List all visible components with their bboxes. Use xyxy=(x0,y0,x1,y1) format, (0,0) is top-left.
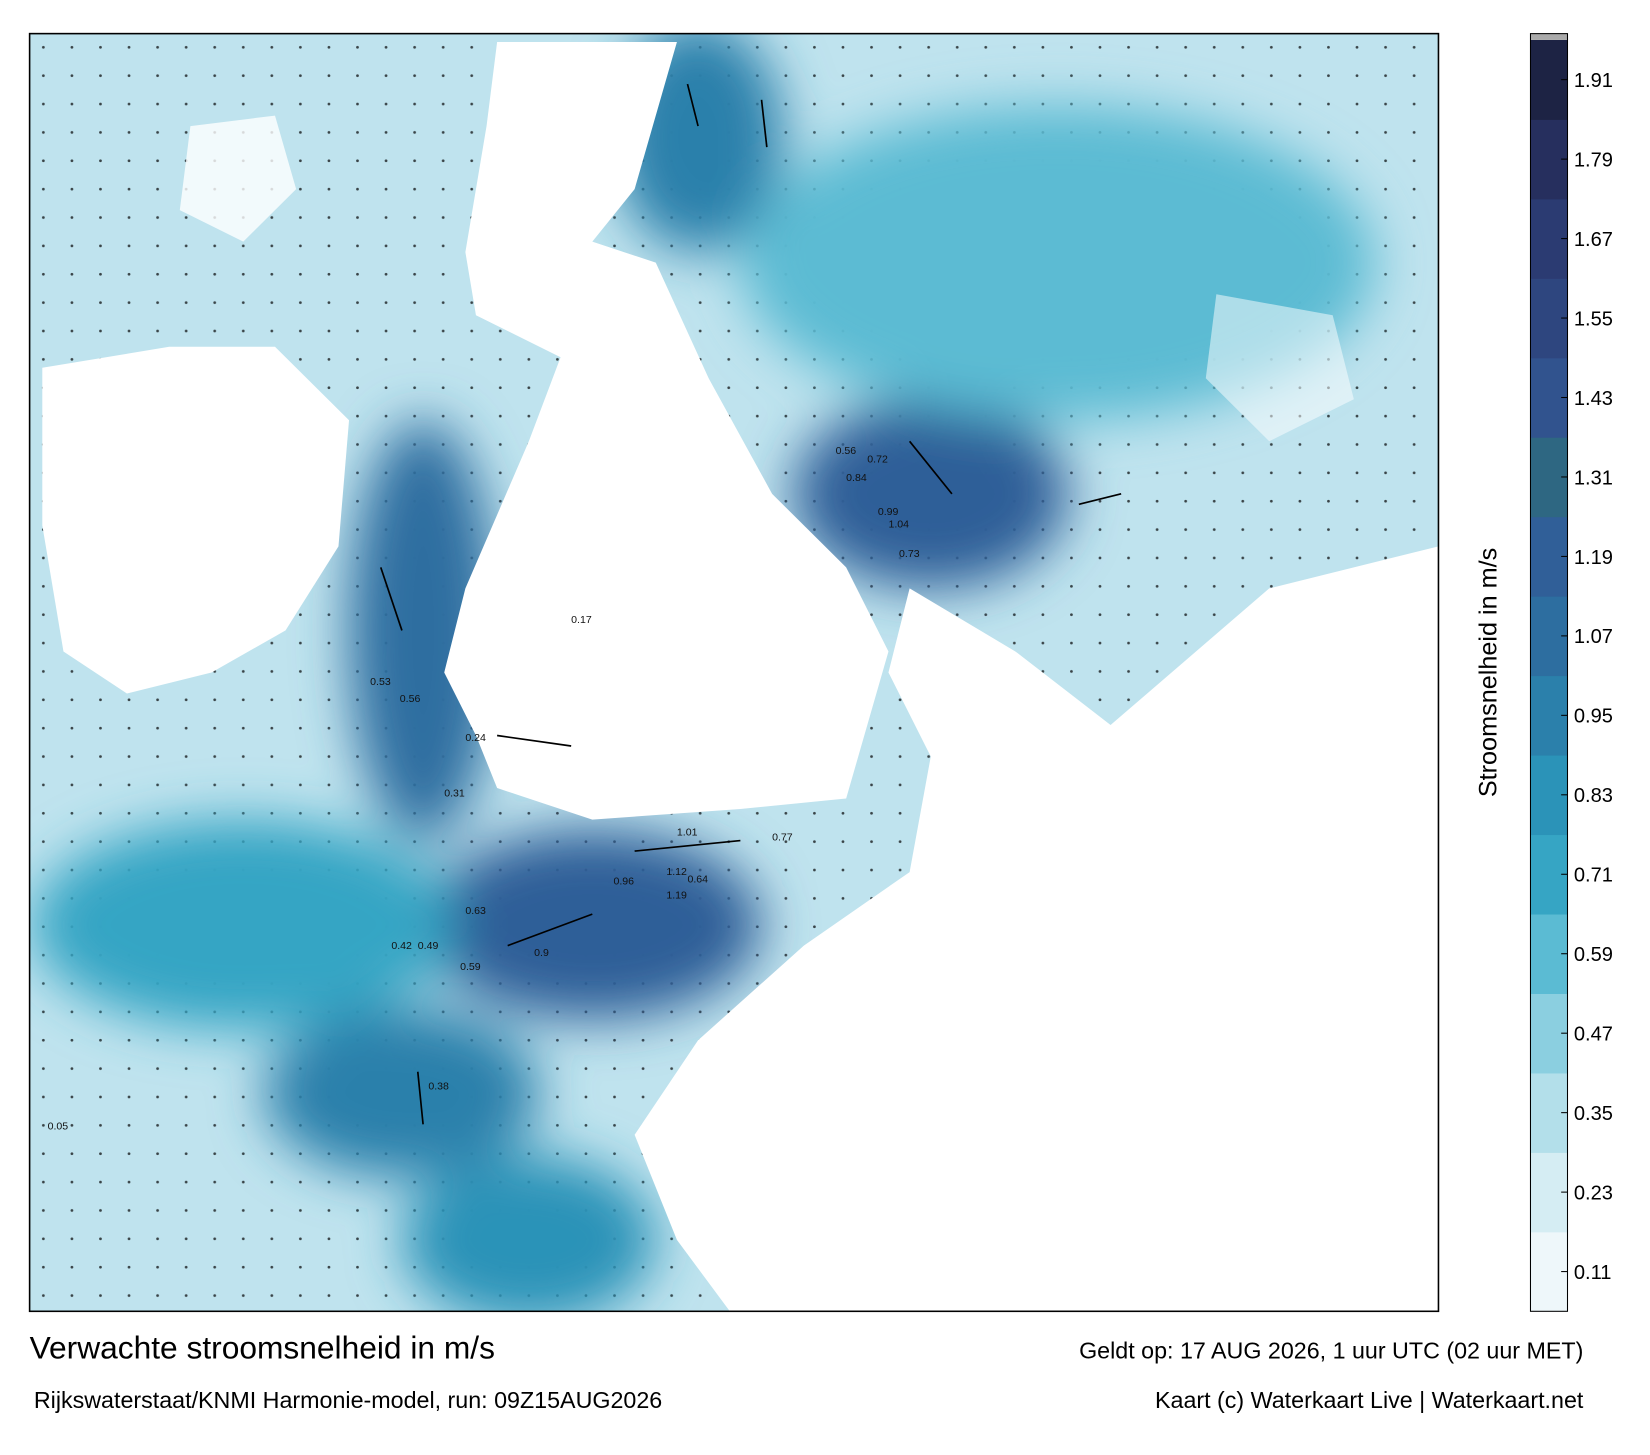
title: Verwachte stroomsnelheid in m/s xyxy=(30,1330,495,1366)
speed-label: 1.19 xyxy=(666,889,687,901)
speed-label: 0.59 xyxy=(460,961,481,973)
speed-label: 1.12 xyxy=(666,866,687,878)
subtitle: Rijkswaterstaat/KNMI Harmonie-model, run… xyxy=(34,1387,662,1413)
colorbar-tick-label: 1.31 xyxy=(1574,467,1613,489)
speed-label: 0.84 xyxy=(846,472,867,484)
speed-label: 1.04 xyxy=(888,518,909,530)
colorbar-tick-label: 1.79 xyxy=(1574,150,1613,172)
speed-label: 0.05 xyxy=(48,1121,69,1133)
map-frame xyxy=(28,32,1440,1313)
colorbar-tick-label: 0.11 xyxy=(1574,1262,1612,1284)
speed-label: 0.17 xyxy=(571,614,592,626)
valid-time: Geldt op: 17 AUG 2026, 1 uur UTC (02 uur… xyxy=(1079,1338,1583,1364)
colorbar-tick-label: 1.55 xyxy=(1574,308,1613,330)
credit: Kaart (c) Waterkaart Live | Waterkaart.n… xyxy=(1155,1387,1584,1413)
speed-label: 0.31 xyxy=(444,787,465,799)
colorbar-tick-label: 0.47 xyxy=(1574,1024,1613,1046)
colorbar-tick-label: 0.83 xyxy=(1574,785,1613,807)
colorbar-tick-label: 1.67 xyxy=(1574,229,1613,251)
speed-label: 0.9 xyxy=(534,947,549,959)
colorbar-tick-label: 0.59 xyxy=(1574,944,1613,966)
speed-label: 0.56 xyxy=(400,693,421,705)
colorbar-tick-label: 1.91 xyxy=(1574,70,1613,92)
speed-label: 1.01 xyxy=(677,826,698,838)
speed-label: 0.38 xyxy=(428,1081,449,1093)
colorbar-tick-label: 1.07 xyxy=(1574,626,1613,648)
colorbar-frame xyxy=(1529,33,1569,1312)
speed-label: 0.96 xyxy=(613,876,634,888)
current-shading xyxy=(31,33,1375,1312)
colorbar-tick-label: 1.19 xyxy=(1574,547,1613,569)
colorbar-tick-label: 0.71 xyxy=(1574,865,1613,887)
map xyxy=(29,33,1439,1312)
speed-label: 0.73 xyxy=(899,548,920,560)
colorbar-label: Stroomsnelheid in m/s xyxy=(1475,548,1503,797)
colorbar-tick-label: 0.95 xyxy=(1574,706,1613,728)
speed-label: 0.64 xyxy=(688,874,709,886)
colorbar-tick-label: 0.35 xyxy=(1574,1103,1613,1125)
speed-label: 0.77 xyxy=(772,832,793,844)
colorbar-cap xyxy=(1530,33,1568,40)
speed-label: 0.63 xyxy=(465,905,486,917)
current-arrows xyxy=(379,83,1122,1125)
speed-label: 0.56 xyxy=(836,445,857,457)
colorbar-tick-label: 1.43 xyxy=(1574,388,1613,410)
speed-label: 0.99 xyxy=(878,506,899,518)
speed-label: 0.53 xyxy=(370,676,391,688)
speed-label: 0.49 xyxy=(418,940,439,952)
speed-label: 0.24 xyxy=(465,732,486,744)
speed-label: 0.42 xyxy=(391,940,412,952)
colorbar-tick-label: 0.23 xyxy=(1574,1183,1613,1205)
speed-label: 0.72 xyxy=(867,453,888,465)
